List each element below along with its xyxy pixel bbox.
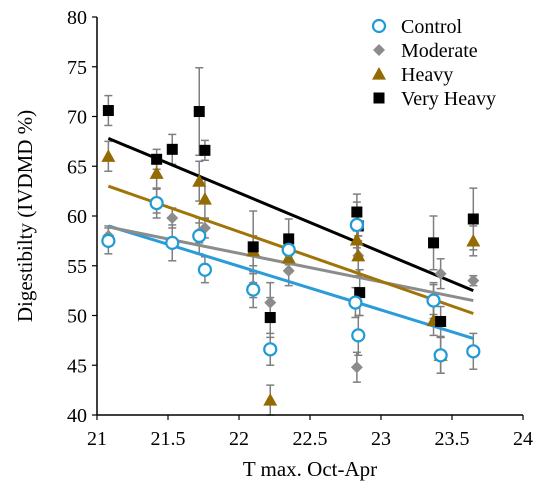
axes-layer <box>96 17 523 416</box>
data-point <box>101 233 116 248</box>
legend-label: Heavy <box>401 64 453 86</box>
data-point <box>166 143 178 155</box>
data-point <box>354 287 366 299</box>
y-tick-label: 50 <box>67 306 87 328</box>
legend-marker <box>371 18 387 34</box>
ticks-layer: 40 45 50 55 60 65 70 75 80 21 21.5 22 22.5 23 23.5 24 <box>67 7 533 450</box>
data-point <box>467 274 480 287</box>
legend-marker <box>373 44 385 56</box>
legend-item: Moderate <box>373 40 478 62</box>
y-tick-label: 70 <box>67 107 87 129</box>
data-point <box>351 248 366 262</box>
data-point <box>282 264 295 277</box>
legend-item: Very Heavy <box>373 88 496 110</box>
data-point <box>466 344 481 359</box>
x-tick-label: 23.5 <box>435 428 470 450</box>
y-tick-label: 55 <box>67 256 87 278</box>
data-point <box>281 242 296 257</box>
data-point <box>434 267 447 280</box>
data-point <box>101 149 116 162</box>
trend-line-very-heavy <box>107 137 474 293</box>
data-point <box>192 228 207 243</box>
data-point <box>197 192 212 205</box>
data-point <box>426 293 441 308</box>
y-tick-label: 60 <box>67 206 87 228</box>
data-point <box>199 144 211 156</box>
data-point <box>263 393 278 406</box>
x-tick-label: 22 <box>229 428 249 450</box>
x-tick-label: 24 <box>513 428 533 450</box>
x-tick-label: 21.5 <box>151 428 186 450</box>
data-point <box>350 361 363 374</box>
y-tick-label: 80 <box>67 7 87 29</box>
data-point <box>247 241 259 253</box>
data-point <box>102 105 114 117</box>
data-point <box>149 166 164 179</box>
data-point <box>283 233 295 245</box>
data-point <box>435 315 447 327</box>
data-point <box>349 217 364 233</box>
data-point <box>246 282 261 297</box>
data-point <box>166 211 179 224</box>
data-point <box>263 342 278 357</box>
legend-marker <box>372 67 386 80</box>
markers-layer <box>101 105 481 406</box>
data-point <box>467 213 479 225</box>
series-control <box>101 195 481 363</box>
x-axis-title: T max. Oct-Apr <box>243 457 377 481</box>
x-tick-label: 22.5 <box>293 428 328 450</box>
data-point <box>151 153 163 165</box>
data-point <box>197 262 213 277</box>
y-tick-label: 75 <box>67 57 87 79</box>
legend-item: Heavy <box>372 64 453 86</box>
data-point <box>192 174 207 187</box>
y-tick-label: 65 <box>67 156 87 178</box>
data-point <box>193 106 205 118</box>
data-point <box>264 311 276 323</box>
legend-marker <box>373 92 385 104</box>
data-point <box>165 235 180 250</box>
data-point <box>351 328 366 343</box>
data-point <box>264 296 277 309</box>
legend-label: Moderate <box>401 40 478 62</box>
data-point <box>433 348 448 363</box>
data-point <box>349 232 364 246</box>
data-point <box>428 237 440 249</box>
data-point <box>466 233 481 247</box>
y-tick-label: 40 <box>67 405 87 427</box>
legend-item: Control <box>371 16 463 38</box>
x-tick-label: 21 <box>87 428 107 450</box>
data-point <box>149 195 164 211</box>
data-point <box>281 250 296 264</box>
legend-label: Control <box>401 16 463 38</box>
data-point <box>348 295 363 310</box>
y-tick-label: 45 <box>67 355 87 377</box>
series-moderate <box>102 195 480 374</box>
legend-label: Very Heavy <box>401 88 496 110</box>
data-point <box>351 206 363 218</box>
y-axis-title: Digestibilty (IVDMD %) <box>13 110 37 322</box>
x-tick-label: 23 <box>371 428 391 450</box>
